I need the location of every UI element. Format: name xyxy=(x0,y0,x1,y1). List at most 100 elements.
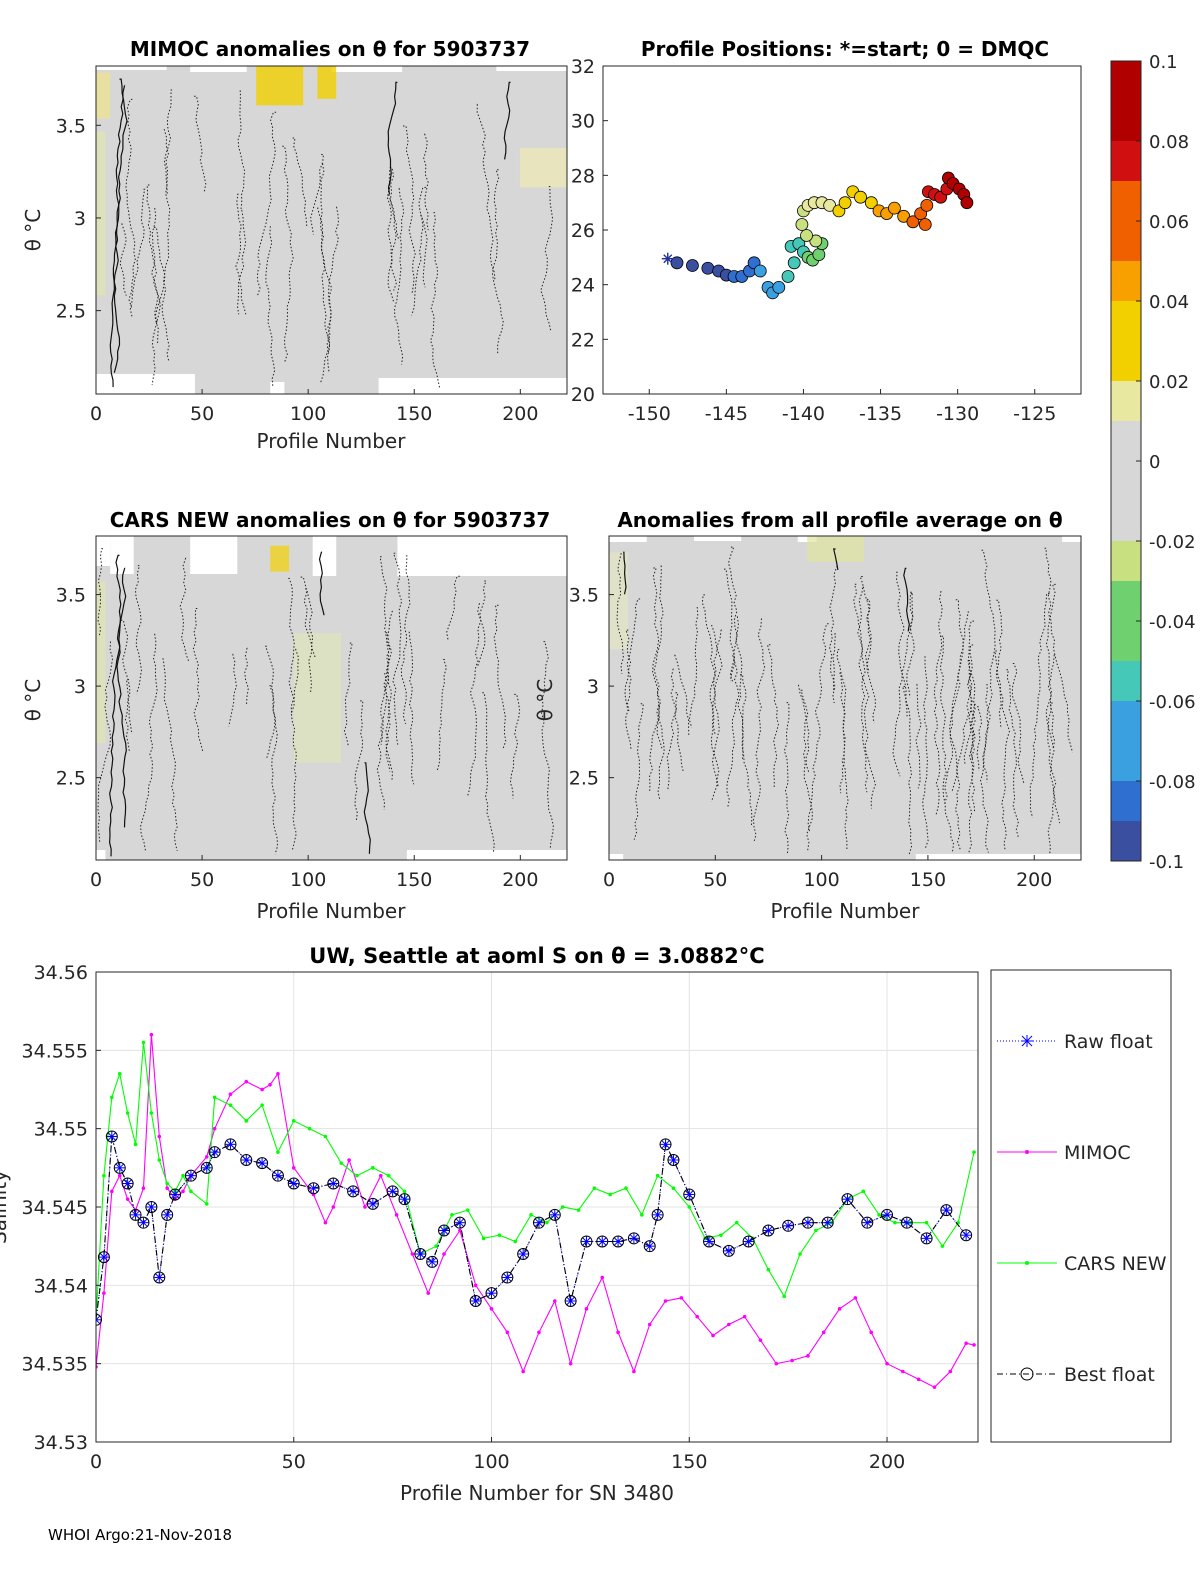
profile-position-marker xyxy=(812,248,826,262)
raw-float-point xyxy=(367,1198,378,1209)
dotted-contour xyxy=(980,684,991,853)
best-float-point xyxy=(667,1154,680,1166)
star-stroke xyxy=(273,1171,283,1181)
raw-float-point xyxy=(185,1170,196,1181)
cars-point xyxy=(291,1119,296,1123)
raw-float-point xyxy=(862,1217,873,1228)
dotted-contour xyxy=(124,679,130,752)
raw-float-point xyxy=(225,1139,236,1150)
star-stroke xyxy=(684,1190,694,1199)
cars-point xyxy=(434,1244,438,1248)
raw-float-point xyxy=(652,1209,663,1220)
raw-float-point xyxy=(549,1209,560,1220)
x-tick-label: -130 xyxy=(936,403,979,425)
star-stroke xyxy=(704,1237,714,1246)
legend-marker xyxy=(1025,1150,1029,1154)
star-stroke xyxy=(582,1237,591,1246)
best-float-point xyxy=(596,1235,609,1248)
dotted-contour xyxy=(994,650,1011,852)
mimoc-point xyxy=(378,1173,383,1178)
cars-point xyxy=(212,1095,217,1100)
y-tick-label: 34.535 xyxy=(22,1354,88,1376)
star-stroke xyxy=(902,1218,912,1228)
dotted-contour xyxy=(800,689,813,851)
cars-point xyxy=(940,1244,945,1248)
star-stroke xyxy=(210,1147,220,1157)
star-stroke xyxy=(653,1210,662,1220)
star-stroke xyxy=(439,1226,449,1235)
star-stroke xyxy=(669,1155,678,1165)
star-stroke xyxy=(123,1179,132,1188)
dotted-contour xyxy=(119,223,127,296)
heatmap-gap xyxy=(378,378,567,394)
mimoc-point xyxy=(426,1291,431,1295)
legend-marker xyxy=(1021,1035,1033,1047)
mimoc-point xyxy=(584,1307,589,1311)
x-tick-label: 50 xyxy=(703,869,727,891)
best-float-point xyxy=(153,1271,166,1284)
y-tick-label: 34.555 xyxy=(22,1040,88,1062)
star-stroke xyxy=(388,1186,397,1196)
anomaly-patch xyxy=(96,581,106,744)
cars-point xyxy=(371,1166,375,1170)
dotted-contour xyxy=(892,591,914,777)
dotted-contour xyxy=(385,610,393,772)
dotted-contour xyxy=(120,619,133,733)
best-float-point xyxy=(940,1204,953,1217)
best-float-point xyxy=(841,1193,854,1206)
heatmap-gap xyxy=(609,854,624,860)
dotted-contour xyxy=(97,548,103,637)
cars-yticks: 2.5 3 3.5 xyxy=(56,585,101,790)
cars-point xyxy=(814,1228,818,1233)
raw-float-point xyxy=(533,1217,544,1228)
mimoc-point xyxy=(663,1299,668,1303)
best-float-point xyxy=(501,1271,514,1284)
x-tick-label: -150 xyxy=(628,403,671,425)
raw-float-point xyxy=(842,1194,853,1205)
dotted-contour xyxy=(320,163,331,373)
raw-float-point xyxy=(146,1202,157,1212)
colorbar-band xyxy=(1111,181,1141,222)
best-float-point xyxy=(659,1138,672,1151)
best-float-point xyxy=(240,1154,253,1166)
star-stroke xyxy=(471,1296,481,1306)
avg-yticks: 2.5 3 3.5 xyxy=(569,585,614,790)
dotted-contour xyxy=(244,647,249,705)
best-float-point xyxy=(453,1216,466,1229)
cars-point xyxy=(276,1150,280,1154)
colorbar-band xyxy=(1111,501,1141,542)
star-stroke xyxy=(961,1230,971,1240)
cars-point xyxy=(133,1142,138,1147)
cars-point xyxy=(734,1220,739,1225)
cars-point xyxy=(110,1095,114,1100)
dotted-contour xyxy=(735,616,744,761)
dotted-contour xyxy=(895,571,908,717)
y-tick-label: 26 xyxy=(571,220,595,242)
cars-point xyxy=(782,1294,786,1299)
anomaly-patch xyxy=(293,633,341,763)
colorbar-band xyxy=(1111,461,1141,502)
dotted-contour xyxy=(807,623,829,832)
best-float-point xyxy=(307,1182,320,1195)
y-tick-label: 22 xyxy=(571,329,595,351)
raw-float-point xyxy=(387,1186,398,1197)
dotted-contour xyxy=(1044,547,1056,749)
heatmap-gap xyxy=(1062,536,1081,542)
dotted-contour xyxy=(436,659,447,772)
raw-float-point xyxy=(783,1220,794,1231)
best-float-point xyxy=(722,1244,735,1257)
cars-point xyxy=(497,1233,502,1237)
solid-contour xyxy=(623,551,627,595)
profile-position-marker xyxy=(701,261,715,275)
dotted-contour xyxy=(624,629,632,751)
colorbar-tick-label: 0.1 xyxy=(1149,52,1178,73)
best-float-point xyxy=(366,1197,379,1210)
best-float-point xyxy=(121,1177,134,1190)
star-stroke xyxy=(257,1158,267,1168)
cars-point xyxy=(386,1173,391,1178)
best-float-point xyxy=(426,1255,439,1268)
colorbar-bands xyxy=(1111,61,1141,862)
star-stroke xyxy=(613,1237,623,1246)
mimoc-point xyxy=(727,1322,731,1327)
best-float-point xyxy=(683,1188,696,1201)
